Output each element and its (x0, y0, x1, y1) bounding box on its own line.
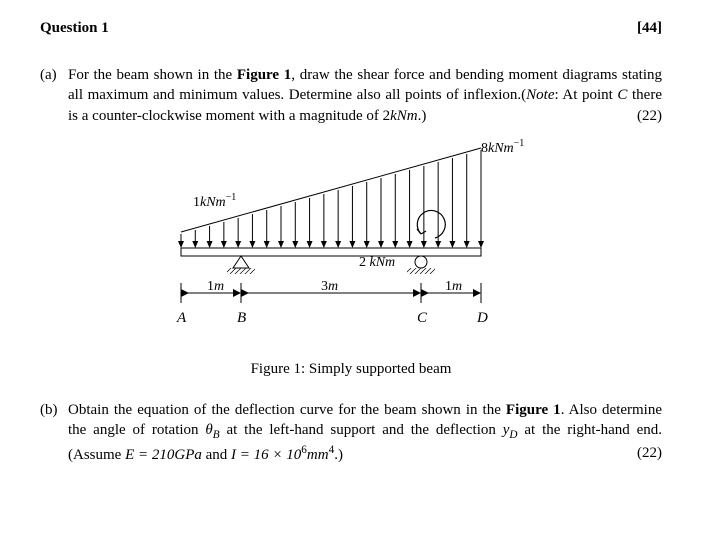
pb-y-sub: D (509, 429, 517, 441)
figure-caption: Figure 1: Simply supported beam (40, 361, 662, 378)
svg-text:8kNm−1: 8kNm−1 (481, 138, 524, 156)
pa-t3: : At point (555, 87, 618, 103)
part-a-label: (a) (40, 65, 68, 126)
pb-t3: at the left-hand support and the deflect… (220, 422, 503, 438)
pb-t1: Obtain the equation of the deflection cu… (68, 402, 506, 418)
svg-text:1m: 1m (207, 279, 224, 294)
svg-text:1kNm−1: 1kNm−1 (193, 192, 236, 210)
total-marks: [44] (637, 20, 662, 37)
pb-and: and (202, 447, 231, 463)
svg-text:D: D (476, 310, 488, 326)
svg-text:A: A (176, 310, 187, 326)
pb-GPa: GPa (174, 447, 202, 463)
part-a: (a) For the beam shown in the Figure 1, … (40, 65, 662, 126)
pa-u: kNm (390, 108, 418, 124)
pa-t1: For the beam shown in the (68, 67, 237, 83)
pb-figref: Figure 1 (506, 402, 561, 418)
pb-t5: .) (334, 447, 343, 463)
part-b-marks: (22) (637, 443, 662, 463)
pa-figref: Figure 1 (237, 67, 291, 83)
pa-c: C (617, 87, 627, 103)
figure-1: 1kNm−1 8kNm−1 2 kNm 1m 3m 1m A B C D (40, 138, 662, 343)
pb-E: E = 210 (125, 447, 174, 463)
part-a-marks: (22) (637, 106, 662, 126)
pb-theta-sub: B (213, 429, 220, 441)
pa-note: Note (526, 87, 554, 103)
pb-theta: θ (205, 422, 212, 438)
svg-text:C: C (417, 310, 428, 326)
pb-mm4: mm (307, 447, 329, 463)
pa-t5: .) (418, 108, 427, 124)
part-b-label: (b) (40, 400, 68, 466)
part-a-body: For the beam shown in the Figure 1, draw… (68, 65, 662, 126)
svg-text:B: B (237, 310, 246, 326)
part-b-body: Obtain the equation of the deflection cu… (68, 400, 662, 466)
svg-text:1m: 1m (445, 279, 462, 294)
question-title: Question 1 (40, 20, 109, 37)
svg-text:2 kNm: 2 kNm (359, 255, 395, 270)
svg-text:3m: 3m (321, 279, 338, 294)
part-b: (b) Obtain the equation of the deflectio… (40, 400, 662, 466)
pb-I: I = 16 × 10 (231, 447, 301, 463)
